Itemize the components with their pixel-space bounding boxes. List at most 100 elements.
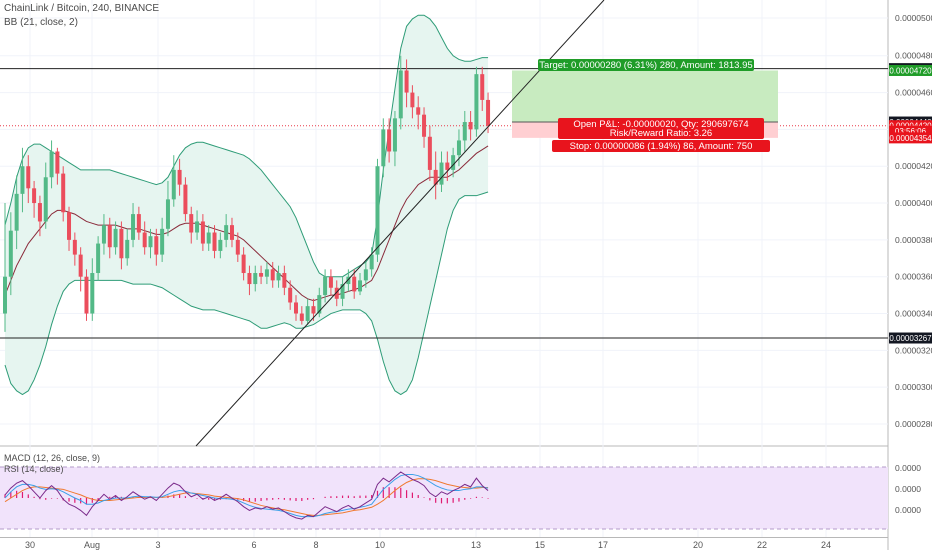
- candle-body: [486, 99, 491, 126]
- candle-body: [468, 122, 473, 130]
- candle-body: [445, 162, 450, 170]
- pnl-box: [558, 118, 764, 140]
- candle-body: [264, 269, 269, 277]
- candle-body: [125, 239, 130, 259]
- candle-body: [206, 232, 211, 244]
- lower-tick-label: 0.0000: [895, 484, 921, 494]
- target-zone: [512, 70, 778, 123]
- time-tick-label: 13: [471, 540, 481, 550]
- candle-body: [101, 225, 106, 244]
- candle-body: [78, 254, 83, 277]
- candle-body: [195, 221, 200, 233]
- candle-body: [183, 184, 188, 215]
- candle-body: [96, 243, 101, 274]
- time-tick-label: 24: [821, 540, 831, 550]
- candle-body: [189, 214, 194, 233]
- candle-body: [451, 155, 456, 170]
- candle-body: [107, 225, 112, 248]
- candle-body: [282, 273, 287, 288]
- candle-body: [229, 225, 234, 240]
- price-tag-box: [889, 64, 932, 76]
- candle-body: [317, 295, 322, 314]
- candle-body: [32, 188, 37, 204]
- candle-body: [61, 173, 66, 213]
- candle-body: [456, 140, 461, 156]
- candle-body: [20, 166, 25, 194]
- candle-body: [160, 228, 165, 255]
- symbol-title: ChainLink / Bitcoin, 240, BINANCE: [4, 3, 160, 14]
- stop-label-box: [552, 140, 770, 152]
- candle-body: [148, 236, 153, 248]
- candle-body: [416, 107, 421, 115]
- time-tick-label: 8: [313, 540, 318, 550]
- macd-signal-line: [4, 478, 489, 516]
- candle-body: [218, 239, 223, 251]
- candle-body: [200, 221, 205, 244]
- candle-body: [55, 151, 60, 174]
- candle-body: [427, 136, 432, 170]
- time-tick-label: 15: [535, 540, 545, 550]
- candle-body: [480, 74, 485, 100]
- candle-body: [392, 118, 397, 152]
- price-tick-label: 0.00004200: [895, 161, 932, 171]
- time-tick-label: 3: [155, 540, 160, 550]
- candle-body: [241, 254, 246, 274]
- candle-body: [171, 169, 176, 200]
- candle-body: [26, 166, 31, 189]
- candle-body: [474, 74, 479, 130]
- price-tag-label: 03:56:06: [895, 127, 927, 136]
- price-tick-label: 0.00003200: [895, 345, 932, 355]
- time-tick-label: 30: [25, 540, 35, 550]
- target-label-box: [538, 59, 754, 71]
- bb-upper-band: [4, 14, 489, 278]
- price-tick-label: 0.00003600: [895, 272, 932, 282]
- candle-body: [276, 273, 281, 281]
- time-axis[interactable]: 30 Aug 3 6 8 10 13 15 17 20 22 24: [25, 540, 831, 550]
- trendline[interactable]: [195, 0, 605, 447]
- candle-body: [375, 166, 380, 255]
- time-tick-label: 17: [598, 540, 608, 550]
- bb-basis: [4, 145, 489, 302]
- candle-body: [346, 276, 351, 285]
- candle-body: [84, 276, 89, 314]
- price-tag-label: 0.00004720: [889, 66, 932, 75]
- candle-body: [398, 70, 403, 119]
- candle-body: [462, 122, 467, 141]
- open-pnl-label: Open P&L: -0.00000020, Qty: 290697674: [573, 119, 748, 130]
- price-axis[interactable]: 0.000050050.000048000.000046000.00004400…: [895, 13, 932, 515]
- candle-body: [72, 239, 77, 255]
- candle-body: [387, 129, 392, 152]
- candle-body: [340, 284, 345, 299]
- price-tick-label: 0.00004600: [895, 88, 932, 98]
- trendline-ascending: [195, 0, 605, 447]
- price-tick-label: 0.00005005: [895, 13, 932, 23]
- candle-body: [433, 169, 438, 185]
- candle-body: [14, 193, 19, 231]
- price-tick-label: 0.00002800: [895, 419, 932, 429]
- candles: [3, 55, 491, 332]
- candle-body: [439, 162, 444, 185]
- candle-body: [381, 129, 386, 167]
- candle-body: [43, 177, 48, 222]
- macd-label: MACD (12, 26, close, 9): [4, 453, 101, 463]
- candle-body: [90, 273, 95, 314]
- candle-body: [311, 306, 316, 314]
- bb-indicator-label: BB (21, close, 2): [4, 17, 78, 28]
- candle-body: [404, 70, 409, 93]
- candle-body: [3, 276, 7, 314]
- candle-body: [259, 273, 264, 277]
- price-tag-box: [889, 125, 932, 137]
- candle-body: [119, 228, 124, 259]
- price-tick-label: 0.00004800: [895, 51, 932, 61]
- time-tick-label: Aug: [84, 540, 100, 550]
- candle-body: [299, 313, 304, 321]
- candle-body: [142, 232, 147, 248]
- macd-line: [4, 473, 489, 518]
- candle-body: [410, 92, 415, 108]
- candle-body: [177, 169, 182, 185]
- candle-body: [369, 254, 374, 270]
- candle-body: [67, 212, 72, 240]
- bb-fill: [5, 15, 489, 395]
